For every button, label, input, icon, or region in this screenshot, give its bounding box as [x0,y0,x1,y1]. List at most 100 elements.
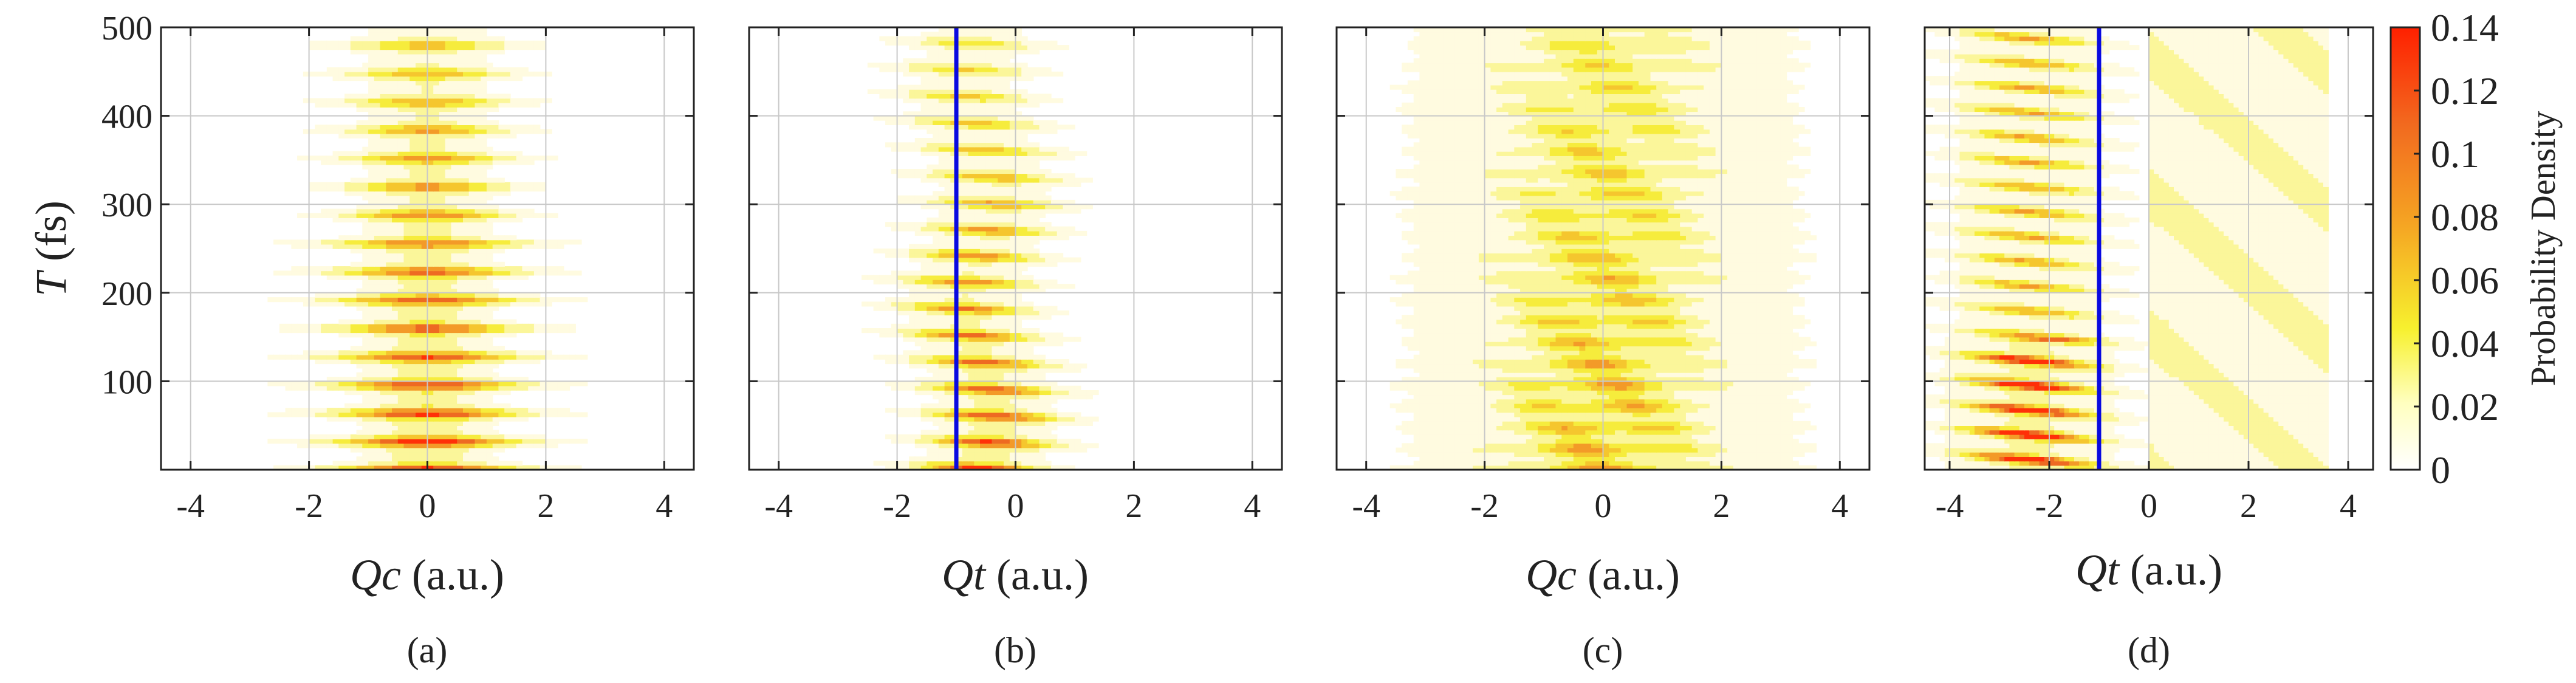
heatmap-cell [409,133,416,139]
heatmap-cell [386,36,392,41]
heatmap-cell [457,372,464,377]
heatmap-cell [909,297,916,303]
heatmap-cell [403,461,410,466]
heatmap-cell [1057,204,1064,210]
heatmap-cell [950,182,957,187]
heatmap-cell [392,346,399,351]
heatmap-cell [463,443,470,448]
heatmap-cell [421,443,428,448]
heatmap-cell [451,226,457,232]
heatmap-cell [938,390,945,396]
heatmap-cell [956,169,963,174]
heatmap-cell [356,306,363,311]
heatmap-cell [397,49,405,55]
heatmap-cell [533,381,541,386]
heatmap-cell [968,249,975,254]
heatmap-cell [403,222,410,227]
heatmap-cell [468,239,476,245]
heatmap-cell [897,306,904,311]
heatmap-cell [468,372,476,377]
heatmap-cell [338,292,345,298]
heatmap-cell [1080,230,1088,236]
heatmap-cell [1004,408,1010,413]
heatmap-cell [386,350,392,355]
heatmap-cell [267,439,274,444]
heatmap-cell [540,323,547,329]
heatmap-cell [416,146,422,152]
heatmap-cell [416,394,422,400]
heatmap-cell [1009,292,1016,298]
heatmap-cell [356,443,363,448]
heatmap-cell [451,191,457,196]
heatmap-cell [944,381,951,386]
heatmap-cell [457,350,464,355]
heatmap-cell [451,58,457,64]
heatmap-cell [1074,447,1081,453]
heatmap-cell [492,275,499,280]
heatmap-cell [528,465,535,470]
heatmap-cell [540,354,547,360]
heatmap-cell [1004,403,1010,408]
heatmap-cell [920,350,928,355]
heatmap-cell [362,394,369,400]
heatmap-cell [950,420,957,426]
y-tick-label: 200 [101,275,152,313]
heatmap-cell [433,323,440,329]
heatmap-cell [421,253,428,258]
heatmap-cell [457,67,464,72]
heatmap-cell [409,416,416,422]
heatmap-cell [486,71,493,77]
heatmap-cell [321,385,327,391]
heatmap-cell [938,191,945,196]
heatmap-cell [409,32,416,37]
heatmap-cell [416,270,422,276]
heatmap-cell [968,443,975,448]
heatmap-cell [540,385,547,391]
heatmap-cell [492,332,499,338]
heatmap-cell [980,169,987,174]
heatmap-cell [1069,412,1075,417]
heatmap-cell [998,222,1004,227]
heatmap-cell [380,439,386,444]
heatmap-cell [927,346,933,351]
heatmap-cell [486,439,493,444]
heatmap-cell [563,439,570,444]
heatmap-cell [267,412,274,417]
heatmap-cell [1033,187,1040,192]
heatmap-cell [968,169,975,174]
heatmap-cell [1045,408,1052,413]
heatmap-cell [992,403,998,408]
heatmap-cell [386,235,392,241]
heatmap-cell [1045,169,1052,174]
heatmap-cell [433,408,440,413]
heatmap-cell [285,328,292,334]
heatmap-cell [1021,377,1028,382]
heatmap-cell [403,390,410,396]
heatmap-cell [563,385,570,391]
heatmap-cell [985,249,993,254]
heatmap-cell [457,230,464,236]
heatmap-cell [985,451,993,457]
heatmap-cell [920,390,928,396]
heatmap-cell [927,292,933,298]
heatmap-cell [998,187,1004,192]
heatmap-cell [1057,235,1064,241]
heatmap-cell [992,443,998,448]
heatmap-cell [998,310,1004,315]
heatmap-cell [903,381,909,386]
heatmap-cell [938,403,945,408]
heatmap-cell [1009,337,1016,342]
heatmap-cell [962,218,969,223]
heatmap-cell [920,261,928,267]
heatmap-cell [1039,337,1046,342]
heatmap-cell [552,266,558,272]
heatmap-cell [397,244,405,249]
heatmap-cell [974,218,981,223]
heatmap-cell [974,266,981,272]
heatmap-cell [386,156,392,161]
heatmap-cell [457,156,464,161]
heatmap-cell [439,177,446,183]
heatmap-cell [920,230,928,236]
heatmap-cell [985,199,993,205]
heatmap-cell [1045,222,1052,227]
